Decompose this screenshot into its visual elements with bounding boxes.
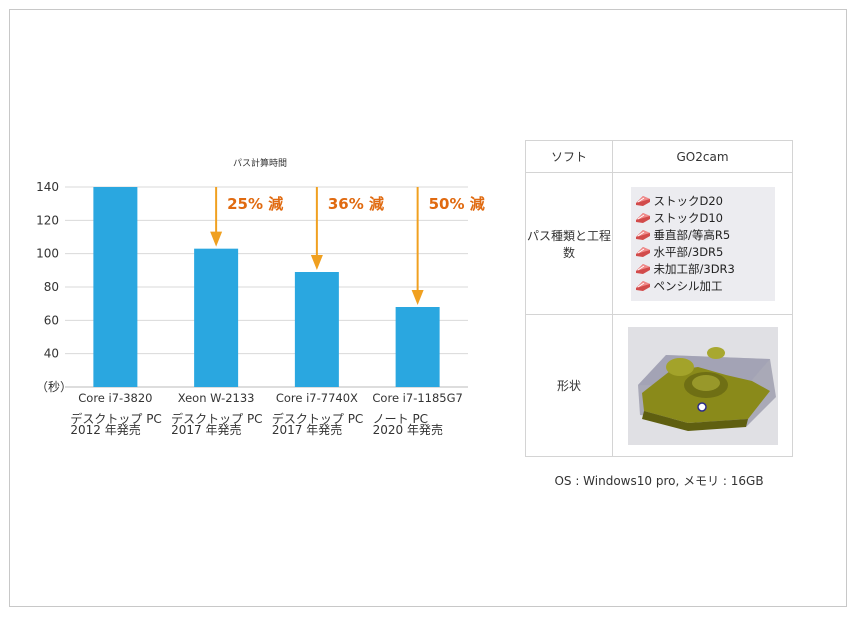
bar [93,187,138,387]
path-label: パス種類と工程数 [525,172,613,315]
part-model-icon [627,326,778,445]
toolpath-icon [635,261,654,278]
shape-label: 形状 [525,314,613,457]
toolpath-icon [635,278,654,295]
x-tick-label-pc: デスクトップ PC [272,411,363,426]
x-tick-label: Xeon W-2133 [178,391,255,405]
soft-label: ソフト [525,140,613,173]
path-item: 水平部/3DR5 [635,244,771,261]
soft-value: GO2cam [612,140,793,173]
x-tick-label-year: 2017 年発売 [171,422,241,437]
x-tick-label-pc: ノート PC [373,412,428,426]
path-item-label: ストックD20 [653,194,724,208]
bar [294,272,339,387]
x-tick-label-year: 2012 年発売 [70,422,140,437]
toolpath-icon [635,193,654,210]
reduction-label: 25% 減 [227,195,283,213]
path-item-label: ペンシル加工 [653,279,723,293]
reduction-arrow-head [310,255,323,270]
x-tick-label-pc: デスクトップ PC [171,411,262,426]
x-tick-label: Core i7-3820 [78,391,152,405]
y-tick-label: 60 [44,313,59,327]
bar [194,248,239,387]
path-item: 垂直部/等高R5 [635,227,771,244]
toolpath-icon [635,210,654,227]
path-item: ペンシル加工 [635,278,771,295]
path-item: ストックD10 [635,210,771,227]
reduction-label: 36% 減 [328,195,384,213]
y-tick-label: 140 [36,180,59,194]
x-tick-label: Core i7-1185G7 [372,391,462,405]
x-tick-label: Core i7-7740X [276,391,358,405]
x-tick-label-pc: デスクトップ PC [70,411,161,426]
path-item-label: 垂直部/等高R5 [653,228,731,242]
bar [395,307,440,387]
y-tick-label: 80 [44,280,59,294]
toolpath-icon [635,244,654,261]
path-item: ストックD20 [635,193,771,210]
reduction-arrow-head [411,290,424,305]
path-item-label: 水平部/3DR5 [653,245,724,259]
y-tick-label: 100 [36,247,59,261]
path-item-label: ストックD10 [653,211,724,225]
x-tick-label-year: 2020 年発売 [373,422,443,437]
reduction-label: 50% 減 [429,195,485,213]
path-item: 未加工部/3DR3 [635,261,771,278]
y-tick-label: 120 [36,213,59,227]
slide-frame [9,9,847,607]
x-tick-label-year: 2017 年発売 [272,422,342,437]
y-axis-label: （秒） [36,380,72,394]
path-list: ストックD20 ストックD10 垂直部/等高R5 水平部/3DR5 未加工部/3DR3 ペ… [630,186,775,301]
path-item-label: 未加工部/3DR3 [653,262,735,276]
path-list-cell: ストックD20 ストックD10 垂直部/等高R5 水平部/3DR5 未加工部/3DR3 ペ… [612,172,793,315]
reduction-arrow-head [210,231,223,247]
y-tick-label: 40 [44,347,59,361]
part-3d-model-image [627,326,778,445]
shape-cell [612,314,793,457]
info-table: ソフト GO2cam パス種類と工程数 ストックD20 ストックD10 垂直部/等高… [525,140,793,457]
os-note: OS : Windows10 pro, メモリ : 16GB [554,474,764,488]
toolpath-icon [635,227,654,244]
chart-title: パス計算時間 [232,159,287,169]
